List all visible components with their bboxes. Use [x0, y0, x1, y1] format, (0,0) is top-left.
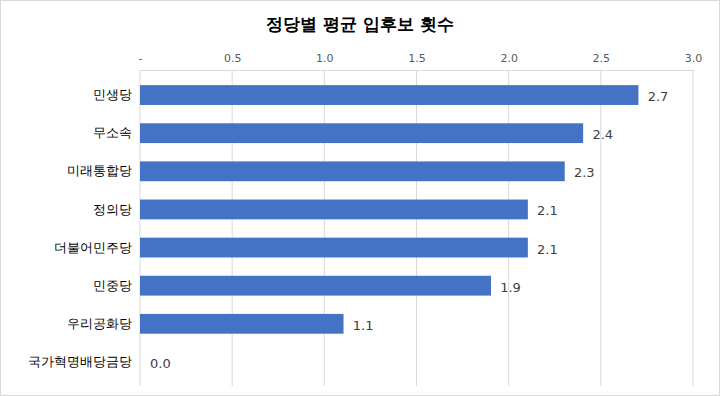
bar	[140, 315, 343, 333]
grid-line	[508, 70, 509, 386]
bar	[140, 353, 141, 371]
x-axis-line	[141, 70, 694, 71]
x-tick-label: 1.0	[316, 52, 334, 65]
grid-line	[232, 70, 233, 386]
bar	[140, 238, 527, 256]
data-label: 2.1	[537, 242, 558, 257]
y-tick: 민생당	[93, 87, 140, 102]
x-axis: - 0.5 1.0 1.5 2.0 2.5 3.0	[139, 52, 703, 71]
bar	[140, 124, 582, 142]
grid-line	[600, 70, 601, 386]
y-tick-label: 정의당	[93, 202, 132, 217]
x-tick: 1.5	[408, 52, 426, 70]
bar	[140, 200, 527, 218]
data-labels: 2.7 2.4 2.3 2.1 2.1 1.9 1.1 0.0	[150, 89, 668, 371]
grid-line	[693, 70, 694, 386]
grid-line	[140, 70, 141, 386]
y-tick-label: 민생당	[93, 87, 132, 102]
y-tick-label: 미래통합당	[67, 163, 132, 178]
chart: 정당별 평균 입후보 횟수 - 0.5 1.0 1.5 2.0 2.5 3.0 민생당무소속미래…	[0, 0, 720, 396]
bar	[140, 162, 564, 180]
data-label: 2.7	[648, 89, 669, 104]
y-tick: 민중당	[93, 278, 140, 293]
y-tick-label: 우리공화당	[67, 316, 132, 331]
y-tick: 정의당	[93, 202, 140, 217]
x-tick-label: -	[139, 52, 143, 65]
chart-frame	[1, 1, 720, 396]
y-axis: 민생당무소속미래통합당정의당더불어민주당민중당우리공화당국가혁명배당금당	[28, 77, 141, 382]
x-tick: 2.0	[500, 52, 517, 70]
bar	[140, 86, 638, 104]
y-axis-line	[140, 77, 141, 382]
x-tick: 1.0	[316, 52, 334, 70]
x-tick-label: 0.5	[224, 52, 242, 65]
bar	[140, 277, 490, 295]
y-tick-label: 국가혁명배당금당	[28, 354, 132, 369]
x-tick: 0.5	[224, 52, 242, 70]
x-tick: 2.5	[593, 52, 611, 70]
data-label: 2.3	[574, 165, 595, 180]
data-label: 0.0	[150, 356, 171, 371]
y-tick: 국가혁명배당금당	[28, 354, 140, 369]
y-tick: 더불어민주당	[54, 240, 140, 255]
grid-line	[324, 70, 325, 386]
x-tick-label: 1.5	[408, 52, 426, 65]
data-label: 1.9	[500, 280, 521, 295]
x-tick: -	[139, 52, 143, 70]
x-tick-label: 3.0	[685, 52, 703, 65]
y-tick-label: 민중당	[93, 278, 132, 293]
y-tick: 우리공화당	[67, 316, 140, 331]
title: 정당별 평균 입후보 횟수	[266, 14, 454, 34]
data-label: 2.4	[592, 127, 613, 142]
x-tick-label: 2.5	[593, 52, 611, 65]
grid-line	[416, 70, 417, 386]
data-label: 1.1	[353, 318, 374, 333]
x-tick: 3.0	[685, 52, 703, 70]
y-tick: 미래통합당	[67, 163, 140, 178]
x-tick-label: 2.0	[500, 52, 517, 65]
grid	[140, 70, 693, 386]
y-tick: 무소속	[93, 125, 140, 140]
bars	[140, 86, 638, 333]
data-label: 2.1	[537, 203, 558, 218]
y-tick-label: 무소속	[93, 125, 132, 140]
y-tick-label: 더불어민주당	[54, 240, 132, 255]
